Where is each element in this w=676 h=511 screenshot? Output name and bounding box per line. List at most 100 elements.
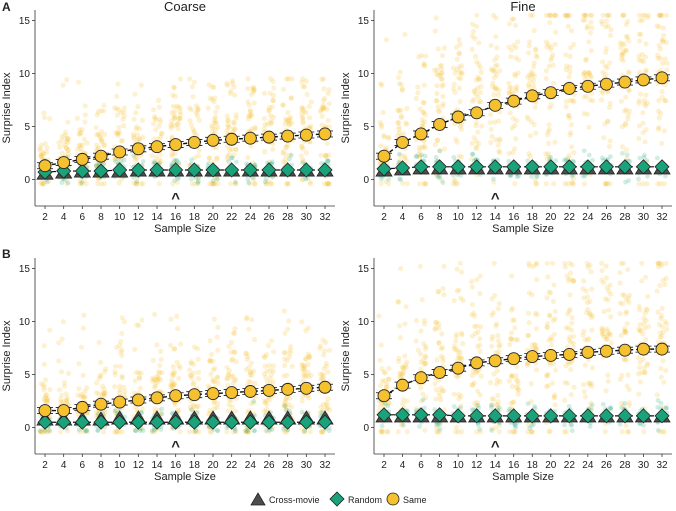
raw-point-same (58, 392, 65, 399)
raw-point-same (509, 89, 515, 95)
raw-point-random (548, 154, 554, 160)
raw-point-same (421, 119, 428, 125)
raw-point-same (636, 391, 642, 397)
raw-point-same (618, 332, 624, 339)
raw-point-same (496, 343, 502, 349)
raw-point-same (395, 429, 401, 435)
raw-point-same (545, 42, 552, 48)
raw-point-same (543, 181, 549, 187)
raw-point-same (433, 320, 439, 326)
mark-random (317, 414, 333, 430)
raw-point-same (41, 115, 48, 121)
raw-point-same (496, 149, 503, 156)
mark-random (598, 408, 614, 424)
raw-point-same (478, 324, 484, 330)
raw-point-same (607, 138, 613, 144)
raw-point-same (478, 99, 484, 105)
raw-point-same (149, 375, 155, 381)
raw-point-same (474, 323, 480, 329)
x-tick-label: 8 (437, 460, 443, 471)
raw-point-same (470, 28, 477, 35)
raw-point-same (639, 260, 645, 266)
mark-same (599, 344, 613, 358)
raw-point-same (533, 326, 540, 332)
raw-point-random (419, 152, 425, 158)
raw-point-same (192, 429, 199, 435)
raw-point-same (475, 388, 481, 394)
raw-point-random (620, 150, 625, 156)
raw-point-same (317, 371, 324, 377)
raw-point-same (172, 346, 178, 352)
raw-point-same (283, 152, 289, 158)
raw-point-same (177, 429, 183, 435)
raw-point-same (526, 72, 533, 78)
raw-point-same (605, 331, 611, 337)
raw-point-random (476, 405, 482, 411)
raw-point-same (641, 315, 647, 321)
raw-point-same (102, 389, 109, 396)
raw-point-random (386, 176, 392, 182)
raw-point-same (436, 321, 442, 327)
raw-point-same (421, 82, 427, 88)
raw-point-same (516, 57, 522, 63)
raw-point-same (152, 114, 158, 120)
raw-point-same (265, 429, 272, 435)
raw-point-same (569, 315, 575, 321)
raw-point-same (286, 122, 293, 128)
raw-point-same (301, 363, 307, 369)
raw-point-same (169, 118, 175, 124)
raw-point-same (323, 152, 329, 158)
raw-point-same (663, 12, 670, 18)
raw-point-same (636, 57, 642, 63)
raw-point-same (494, 368, 501, 374)
raw-point-same (44, 398, 51, 404)
mark-random (469, 408, 485, 424)
raw-point-same (527, 78, 533, 84)
raw-point-same (583, 288, 589, 294)
raw-point-same (210, 367, 216, 373)
raw-point-same (620, 57, 626, 63)
mark-same (488, 354, 502, 368)
raw-point-random (251, 428, 257, 434)
raw-point-same (386, 400, 392, 406)
raw-point-same (622, 328, 628, 334)
raw-point-same (580, 17, 586, 23)
raw-point-same (645, 14, 651, 20)
raw-point-random (645, 173, 650, 179)
raw-point-same (471, 323, 478, 329)
raw-point-same (562, 12, 568, 18)
raw-point-same (453, 331, 460, 337)
raw-point-same (608, 340, 614, 346)
raw-point-same (544, 44, 550, 50)
raw-point-same (248, 126, 255, 132)
raw-point-same (473, 119, 479, 126)
raw-point-same (491, 260, 497, 266)
raw-point-same (131, 180, 137, 186)
raw-point-same (82, 112, 88, 118)
raw-point-same (401, 153, 408, 159)
raw-point-same (545, 129, 551, 135)
raw-point-random (251, 398, 257, 404)
raw-point-same (195, 153, 202, 159)
raw-point-same (404, 429, 410, 435)
raw-point-same (420, 391, 426, 397)
raw-point-same (264, 181, 270, 187)
raw-point-same (195, 105, 201, 111)
raw-point-same (506, 44, 512, 50)
y-tick-label: 15 (19, 264, 31, 275)
raw-point-same (599, 88, 605, 94)
raw-point-same (606, 330, 612, 337)
raw-point-same (153, 127, 159, 133)
raw-point-same (186, 105, 193, 111)
raw-point-same (544, 295, 550, 301)
raw-point-same (658, 365, 664, 372)
raw-point-same (63, 391, 69, 397)
raw-point-same (380, 429, 386, 435)
raw-point-random (477, 426, 483, 432)
raw-point-random (562, 422, 567, 428)
raw-point-same (581, 295, 587, 301)
raw-point-same (307, 355, 313, 361)
raw-point-same (157, 116, 163, 122)
raw-point-same (582, 362, 588, 368)
raw-point-same (564, 63, 570, 69)
